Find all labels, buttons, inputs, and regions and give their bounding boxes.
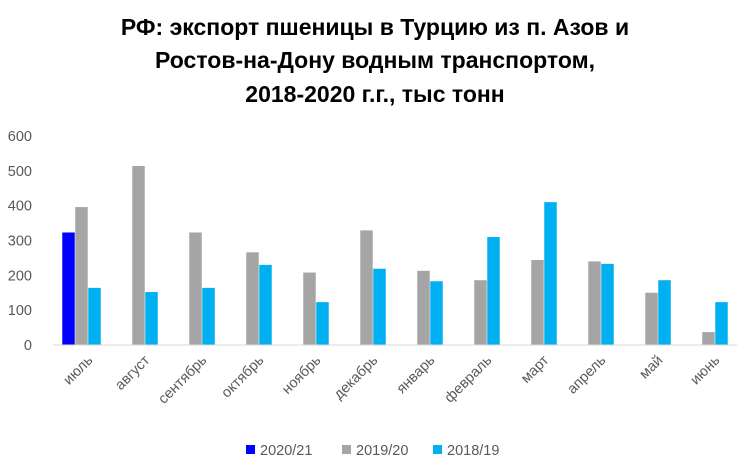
legend-label: 2018/19 <box>447 443 499 459</box>
bar <box>588 261 601 345</box>
x-tick-label: апрель <box>564 353 609 398</box>
bar <box>715 302 728 345</box>
x-tick-label: январь <box>394 353 439 398</box>
bar <box>373 268 386 345</box>
x-tick-label: май <box>637 353 667 383</box>
bar <box>544 202 557 345</box>
bar <box>303 272 316 345</box>
legend-label: 2019/20 <box>356 443 408 459</box>
y-axis: 0 100 200 300 400 500 600 <box>8 129 32 354</box>
bar <box>360 230 373 345</box>
legend-swatch <box>433 445 442 454</box>
bar <box>145 292 158 345</box>
y-tick-label: 500 <box>8 164 32 180</box>
x-tick-label: ноябрь <box>279 353 324 398</box>
bar <box>487 237 500 345</box>
bar <box>316 302 329 345</box>
bar <box>202 287 215 345</box>
chart-title: РФ: экспорт пшеницы в Турцию из п. Азов … <box>121 14 629 107</box>
bar <box>531 260 544 345</box>
bar <box>601 263 614 345</box>
bar <box>75 207 88 345</box>
bar <box>702 332 715 345</box>
x-tick-label: март <box>518 352 552 386</box>
plot-area <box>53 165 737 346</box>
bar <box>132 165 145 345</box>
chart-title-line-2: Ростов-на-Дону водным транспортом, <box>155 47 595 73</box>
legend-swatch <box>342 445 351 454</box>
x-tick-label: август <box>112 352 153 393</box>
x-tick-label: февраль <box>442 353 496 407</box>
legend-label: 2020/21 <box>260 443 312 459</box>
x-tick-label: октябрь <box>219 353 268 402</box>
bar <box>88 287 101 345</box>
bar <box>246 252 259 345</box>
y-tick-label: 100 <box>8 303 32 319</box>
x-tick-label: июль <box>60 353 96 389</box>
legend: 2020/21 2019/20 2018/19 <box>246 443 499 459</box>
x-axis: июль август сентябрь октябрь ноябрь декабрь ян… <box>60 352 723 407</box>
y-tick-label: 300 <box>8 234 32 250</box>
chart-title-line-3: 2018-2020 г.г., тыс тонн <box>245 81 504 107</box>
bar <box>417 270 430 345</box>
bar <box>474 280 487 345</box>
x-tick-label: декабрь <box>331 353 381 403</box>
x-tick-label: сентябрь <box>155 353 210 408</box>
y-tick-label: 600 <box>8 129 32 145</box>
y-tick-label: 0 <box>24 338 32 354</box>
bar <box>645 292 658 345</box>
y-tick-label: 200 <box>8 268 32 284</box>
bar <box>658 280 671 345</box>
bar <box>259 264 272 345</box>
x-tick-label: июнь <box>688 353 724 389</box>
bar <box>62 232 75 345</box>
bar <box>430 281 443 345</box>
bar <box>189 232 202 345</box>
y-tick-label: 400 <box>8 199 32 215</box>
chart-title-line-1: РФ: экспорт пшеницы в Турцию из п. Азов … <box>121 14 629 40</box>
legend-swatch <box>246 445 255 454</box>
